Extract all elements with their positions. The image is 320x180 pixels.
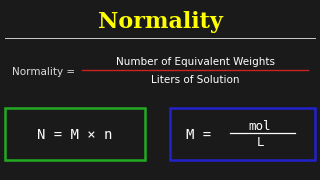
Bar — [170, 108, 315, 160]
Text: Normality: Normality — [98, 11, 222, 33]
Text: Number of Equivalent Weights: Number of Equivalent Weights — [116, 57, 275, 67]
Bar — [5, 108, 145, 160]
Text: M =: M = — [187, 128, 220, 142]
Text: Liters of Solution: Liters of Solution — [151, 75, 239, 85]
Text: Normality =: Normality = — [12, 67, 78, 77]
Text: L: L — [256, 136, 264, 150]
Text: N = M × n: N = M × n — [37, 128, 113, 142]
Text: mol: mol — [249, 120, 271, 132]
